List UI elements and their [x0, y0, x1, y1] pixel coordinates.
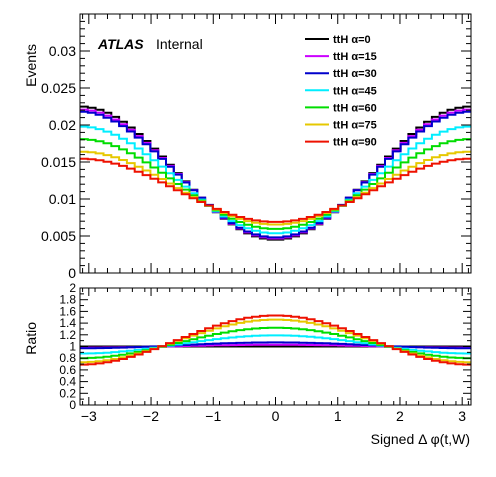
main-series-6 — [80, 157, 471, 223]
x-axis-label: Signed Δ φ(t,W) — [371, 431, 470, 447]
x-tick-label: 2 — [396, 408, 404, 424]
ratio-y-axis-label: Ratio — [23, 322, 39, 355]
legend: ttH α=0 ttH α=15 ttH α=30 ttH α=45 ttH α=60 t… — [305, 34, 377, 149]
legend-label-4: ttH α=60 — [333, 102, 377, 114]
ratio-y-tick-label: 1.2 — [59, 328, 76, 342]
main-y-tick-label: 0.015 — [41, 154, 76, 170]
main-y-tick-label: 0.025 — [41, 80, 76, 96]
legend-label-1: ttH α=15 — [333, 51, 377, 63]
main-series-3 — [80, 125, 471, 235]
main-series-group — [80, 105, 471, 241]
main-y-tick-label: 0.02 — [49, 117, 76, 133]
ratio-series-group — [80, 314, 471, 366]
x-tick-label: 3 — [458, 408, 466, 424]
legend-label-2: ttH α=30 — [333, 68, 377, 80]
main-series-5 — [80, 150, 471, 226]
ratio-y-tick-label: 0 — [69, 398, 76, 412]
ratio-series-6 — [80, 314, 471, 366]
ratio-y-tick-label: 2 — [69, 281, 76, 295]
x-tick-label: −2 — [143, 408, 159, 424]
main-y-tick-label: 0.005 — [41, 228, 76, 244]
main-series-0 — [80, 105, 471, 241]
legend-label-0: ttH α=0 — [333, 34, 371, 46]
status-label: Internal — [156, 36, 203, 52]
ratio-y-tick-label: 0.2 — [59, 386, 76, 400]
main-axis-ticks: 0 0.005 0.01 0.015 0.02 0.025 0.03 — [41, 14, 471, 281]
ratio-series-3 — [80, 334, 471, 355]
x-tick-label: −1 — [205, 408, 221, 424]
ratio-y-tick-label: 1.4 — [59, 316, 76, 330]
ratio-series-2 — [80, 341, 471, 350]
main-y-axis-label: Events — [23, 44, 39, 87]
ratio-panel: Ratio −3 −2 −1 0 1 2 300.20.40.60.811.21.41.61… — [23, 281, 472, 447]
ratio-y-tick-label: 0.6 — [59, 363, 76, 377]
legend-label-6: ttH α=90 — [333, 137, 377, 149]
ratio-y-tick-label: 1.8 — [59, 293, 76, 307]
ratio-frame — [79, 287, 472, 406]
x-tick-label: 0 — [272, 408, 280, 424]
ratio-y-tick-label: 1 — [69, 340, 76, 354]
main-y-tick-label: 0 — [68, 265, 76, 281]
ratio-axis-ticks: −3 −2 −1 0 1 2 300.20.40.60.811.21.41.61.82 — [59, 281, 471, 424]
main-series-4 — [80, 138, 471, 230]
legend-label-3: ttH α=45 — [333, 85, 377, 97]
ratio-y-tick-label: 0.4 — [59, 375, 76, 389]
main-series-1 — [80, 108, 471, 240]
x-tick-label: −3 — [81, 408, 97, 424]
main-y-tick-label: 0.01 — [49, 191, 76, 207]
main-y-tick-label: 0.03 — [49, 43, 76, 59]
main-series-2 — [80, 110, 471, 239]
ratio-y-tick-label: 1.6 — [59, 304, 76, 318]
x-tick-label: 1 — [334, 408, 342, 424]
ratio-y-tick-label: 0.8 — [59, 351, 76, 365]
atlas-label: ATLAS — [97, 36, 144, 52]
legend-label-5: ttH α=75 — [333, 120, 377, 132]
main-panel: Events ATLAS Internal 0 0.005 0.01 0.015 0.0… — [23, 13, 472, 281]
main-frame — [79, 13, 472, 274]
